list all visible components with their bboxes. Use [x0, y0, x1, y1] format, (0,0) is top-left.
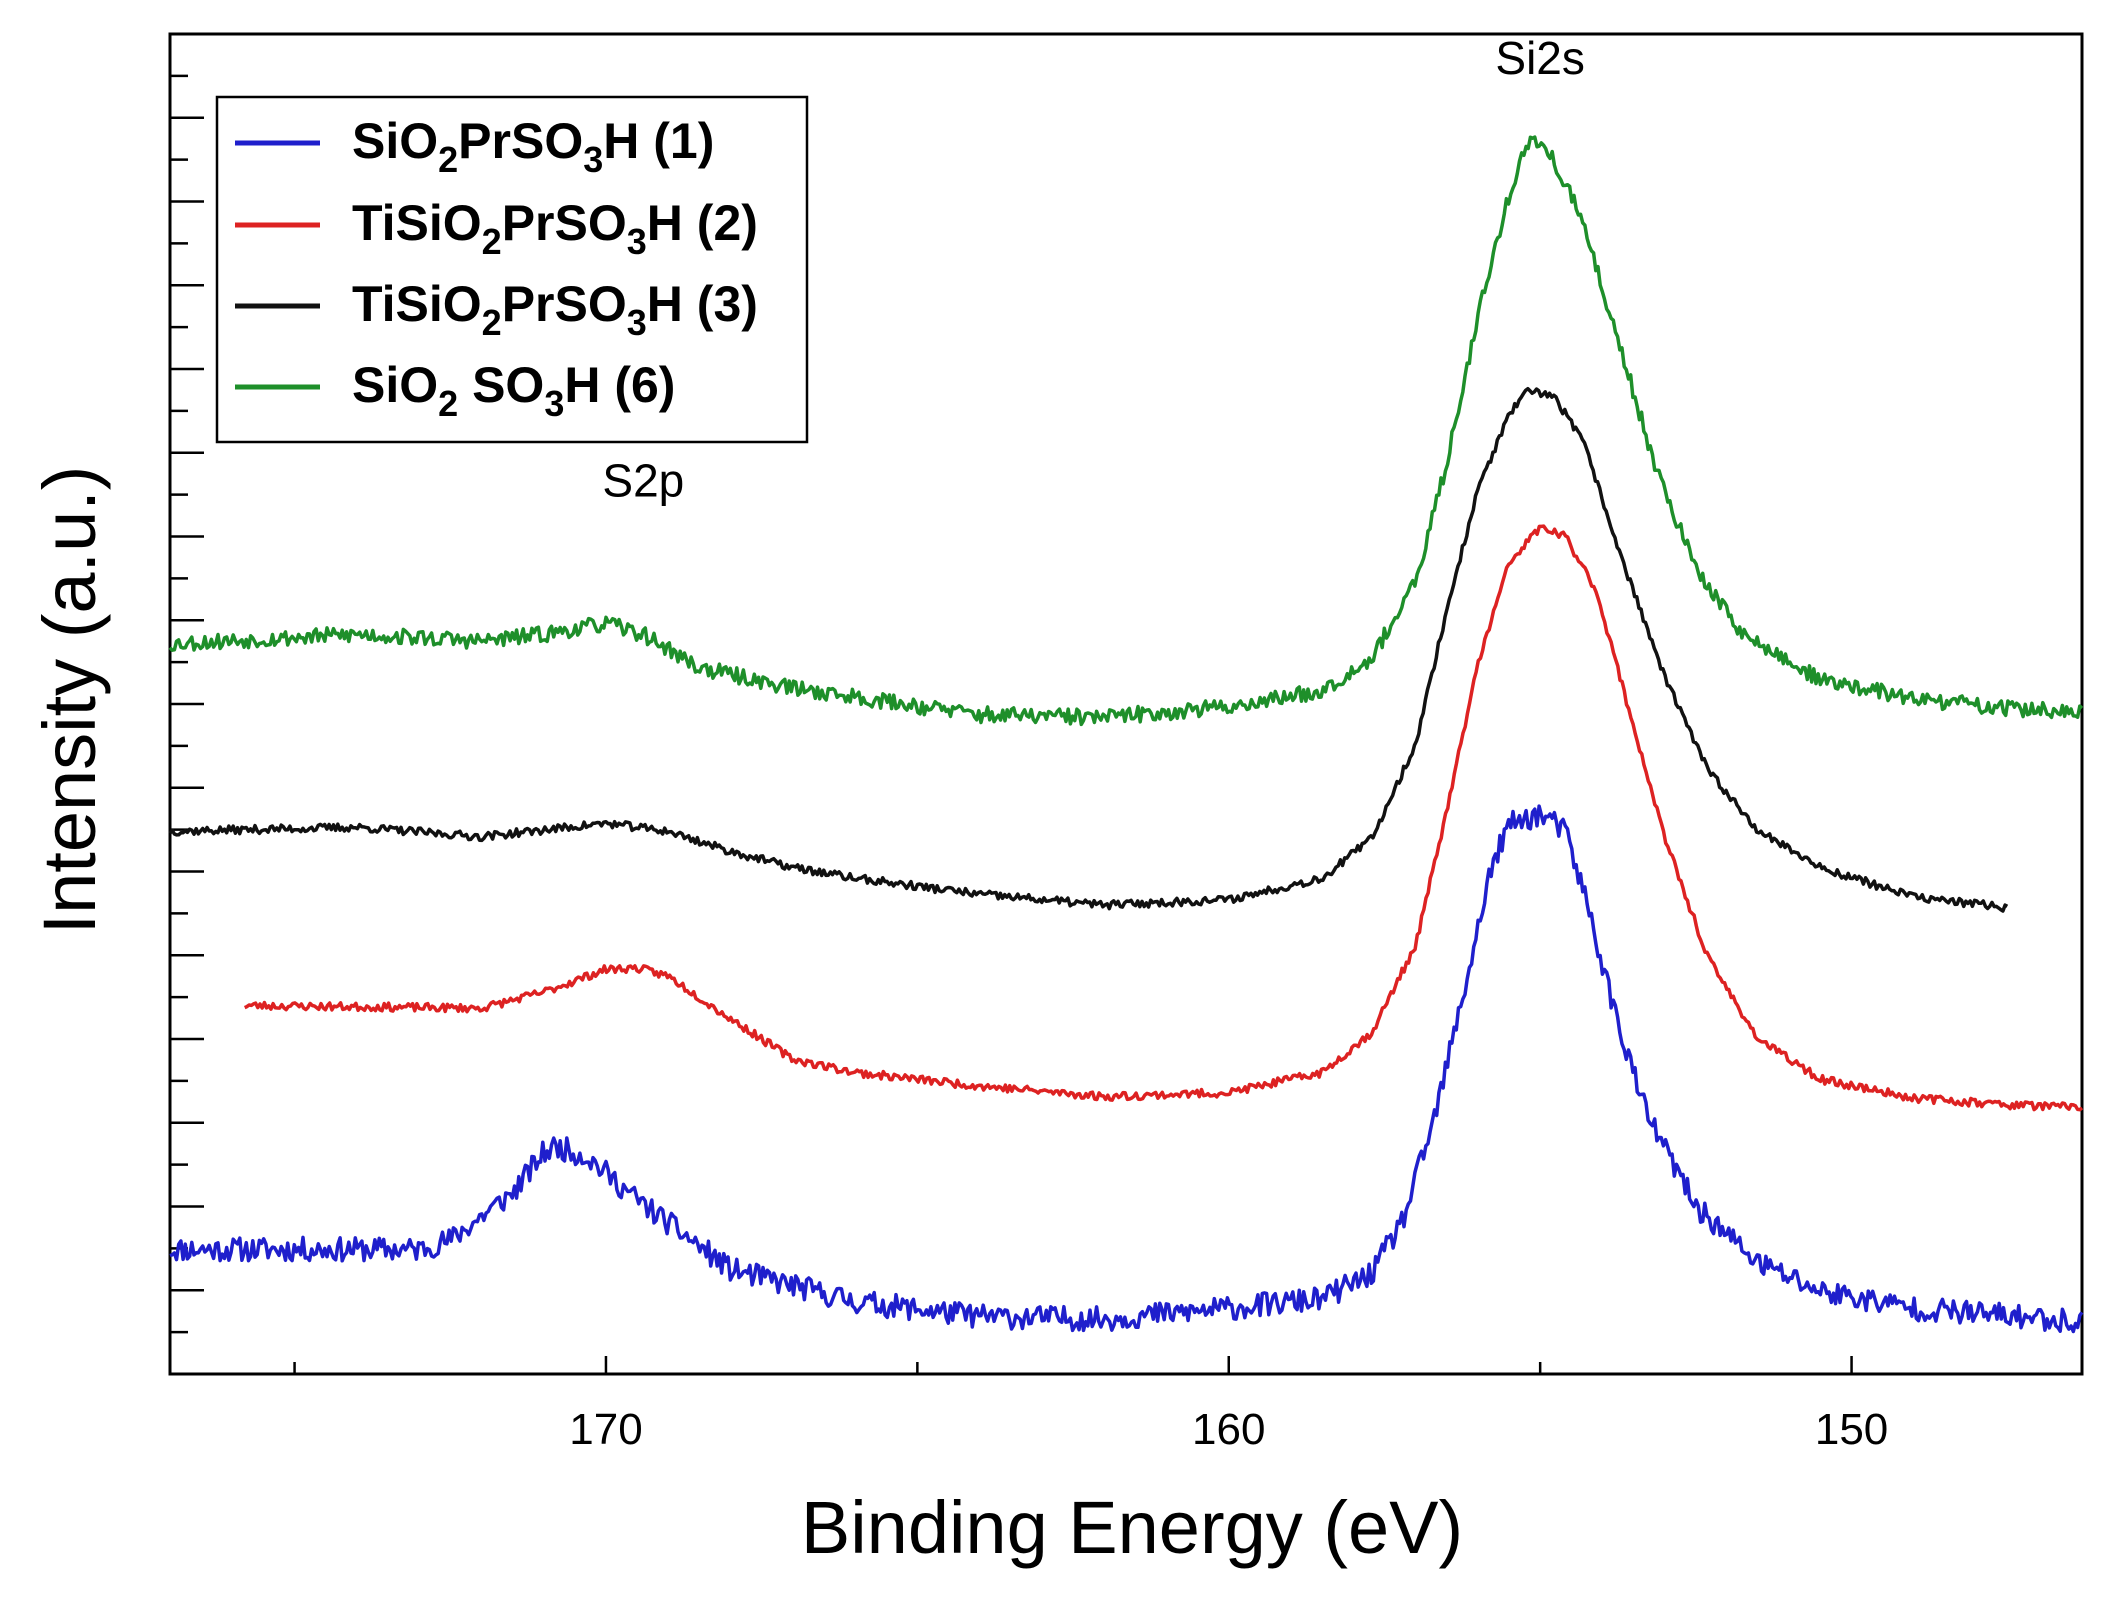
annotation-s2p: S2p	[602, 454, 684, 506]
series-line-3	[168, 386, 2009, 913]
x-tick-label: 170	[569, 1405, 642, 1454]
y-axis	[170, 74, 204, 1334]
x-axis-label: Binding Energy (eV)	[801, 1486, 1463, 1569]
series-line-2	[243, 524, 2084, 1112]
series-layer	[168, 135, 2084, 1334]
series-line-1	[169, 804, 2084, 1334]
y-axis-label: Intensity (a.u.)	[28, 466, 111, 935]
legend-entry-2: TiSiO2PrSO3H (2)	[352, 195, 758, 262]
annotation-si2s: Si2s	[1495, 32, 1584, 84]
legend: SiO2PrSO3H (1) TiSiO2PrSO3H (2) TiSiO2Pr…	[215, 95, 809, 444]
legend-entry-3: TiSiO2PrSO3H (3)	[352, 276, 758, 343]
x-tick-label: 160	[1192, 1405, 1265, 1454]
legend-entry-6: SiO2 SO3H (6)	[352, 357, 675, 424]
x-axis: 170 160 150	[293, 1356, 1888, 1454]
x-tick-label: 150	[1815, 1405, 1888, 1454]
legend-entry-1: SiO2PrSO3H (1)	[352, 113, 714, 180]
series-line-4	[168, 135, 2084, 727]
